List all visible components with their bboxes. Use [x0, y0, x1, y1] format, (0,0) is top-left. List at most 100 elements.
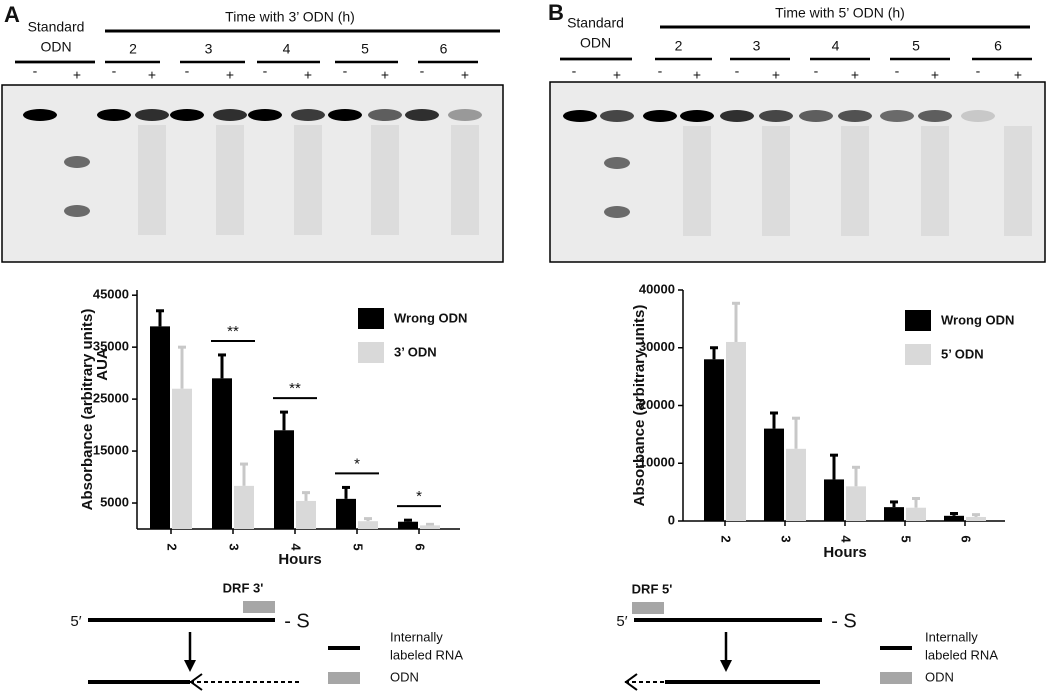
- gel-band: [799, 110, 833, 122]
- smear: [841, 126, 869, 236]
- panel-label: B: [548, 0, 564, 25]
- label: - S: [831, 610, 857, 632]
- label: +: [613, 67, 621, 83]
- label: -: [343, 63, 348, 79]
- label: +: [304, 67, 312, 83]
- x-tick-label: 5: [899, 535, 914, 542]
- significance: *: [354, 455, 360, 472]
- y-axis-label: AUA: [94, 348, 111, 381]
- gel-band: [961, 110, 995, 122]
- bar: [824, 479, 844, 521]
- label: +: [226, 67, 234, 83]
- label: 3: [205, 41, 213, 57]
- label: 2: [675, 38, 683, 54]
- smear: [1004, 126, 1032, 236]
- bar: [786, 448, 806, 521]
- label: +: [381, 67, 389, 83]
- gel-band: [563, 110, 597, 122]
- gel-band: [405, 109, 439, 121]
- label: Standard: [567, 15, 624, 31]
- significance: **: [289, 380, 301, 397]
- smear: [138, 125, 166, 235]
- label: ODN: [40, 39, 71, 55]
- legend-label: Wrong ODN: [941, 312, 1014, 327]
- gel-band: [720, 110, 754, 122]
- panel-label: A: [4, 2, 20, 27]
- y-axis-label: Absorbance (arbitrary units): [79, 309, 96, 511]
- bar: [296, 500, 316, 529]
- x-tick-label: 4: [289, 543, 304, 551]
- label: +: [461, 67, 469, 83]
- y-tick-label: 30000: [639, 339, 675, 354]
- arrow-open: [189, 673, 203, 691]
- legend-label: Wrong ODN: [394, 310, 467, 325]
- gel-band: [97, 109, 131, 121]
- gel-band: [170, 109, 204, 121]
- gel-band: [64, 156, 90, 168]
- bar: [358, 521, 378, 529]
- bar: [966, 516, 986, 521]
- bar: [274, 430, 294, 529]
- label: 4: [832, 38, 840, 54]
- legend-label: ODN: [925, 669, 954, 684]
- smear: [451, 125, 479, 235]
- gel-band: [680, 110, 714, 122]
- label: -: [263, 63, 268, 79]
- arrow-open: [624, 673, 638, 691]
- odn-probe: [632, 602, 664, 614]
- x-tick-label: 3: [227, 543, 242, 550]
- significance: *: [416, 488, 422, 505]
- y-tick-label: 25000: [93, 391, 129, 406]
- gel-band: [368, 109, 402, 121]
- x-tick-label: 3: [779, 535, 794, 542]
- label: +: [772, 67, 780, 83]
- bar: [764, 428, 784, 521]
- gel-band: [600, 110, 634, 122]
- x-tick-label: 6: [413, 543, 428, 550]
- gel-band: [838, 110, 872, 122]
- label: -: [735, 63, 740, 79]
- y-axis-label: Absorbance (arbitrary units): [631, 305, 648, 507]
- label: 6: [440, 41, 448, 57]
- gel-band: [248, 109, 282, 121]
- label: Time with 5’ ODN (h): [775, 5, 905, 21]
- y-tick-label: 35000: [93, 339, 129, 354]
- bar: [846, 486, 866, 521]
- y-tick-label: 40000: [639, 281, 675, 296]
- x-tick-label: 4: [839, 535, 854, 543]
- label: +: [693, 67, 701, 83]
- label: 6: [994, 38, 1002, 54]
- bar: [420, 525, 440, 529]
- x-tick-label: 2: [719, 535, 734, 542]
- smear: [683, 126, 711, 236]
- gel-band: [604, 157, 630, 169]
- label: ODN: [580, 35, 611, 51]
- label: +: [851, 67, 859, 83]
- bar: [944, 515, 964, 521]
- label: +: [1014, 67, 1022, 83]
- label: +: [931, 67, 939, 83]
- label: -: [420, 63, 425, 79]
- gel-band: [643, 110, 677, 122]
- legend-label: Internally: [925, 629, 978, 644]
- label: 5′: [616, 613, 627, 630]
- label: +: [148, 67, 156, 83]
- bar: [906, 507, 926, 521]
- bar: [726, 341, 746, 521]
- smear: [294, 125, 322, 235]
- label: -: [895, 63, 900, 79]
- label: 3: [753, 38, 761, 54]
- gel-band: [604, 206, 630, 218]
- label: Time with 3’ ODN (h): [225, 9, 355, 25]
- label: -: [976, 63, 981, 79]
- gel-band: [880, 110, 914, 122]
- legend-swatch: [905, 310, 931, 331]
- legend-label: 5’ ODN: [941, 346, 984, 361]
- label: DRF 5': [632, 581, 673, 596]
- legend-swatch: [328, 672, 360, 684]
- gel-band: [328, 109, 362, 121]
- smear: [921, 126, 949, 236]
- label: 5′: [70, 613, 81, 630]
- label: DRF 3': [223, 580, 264, 595]
